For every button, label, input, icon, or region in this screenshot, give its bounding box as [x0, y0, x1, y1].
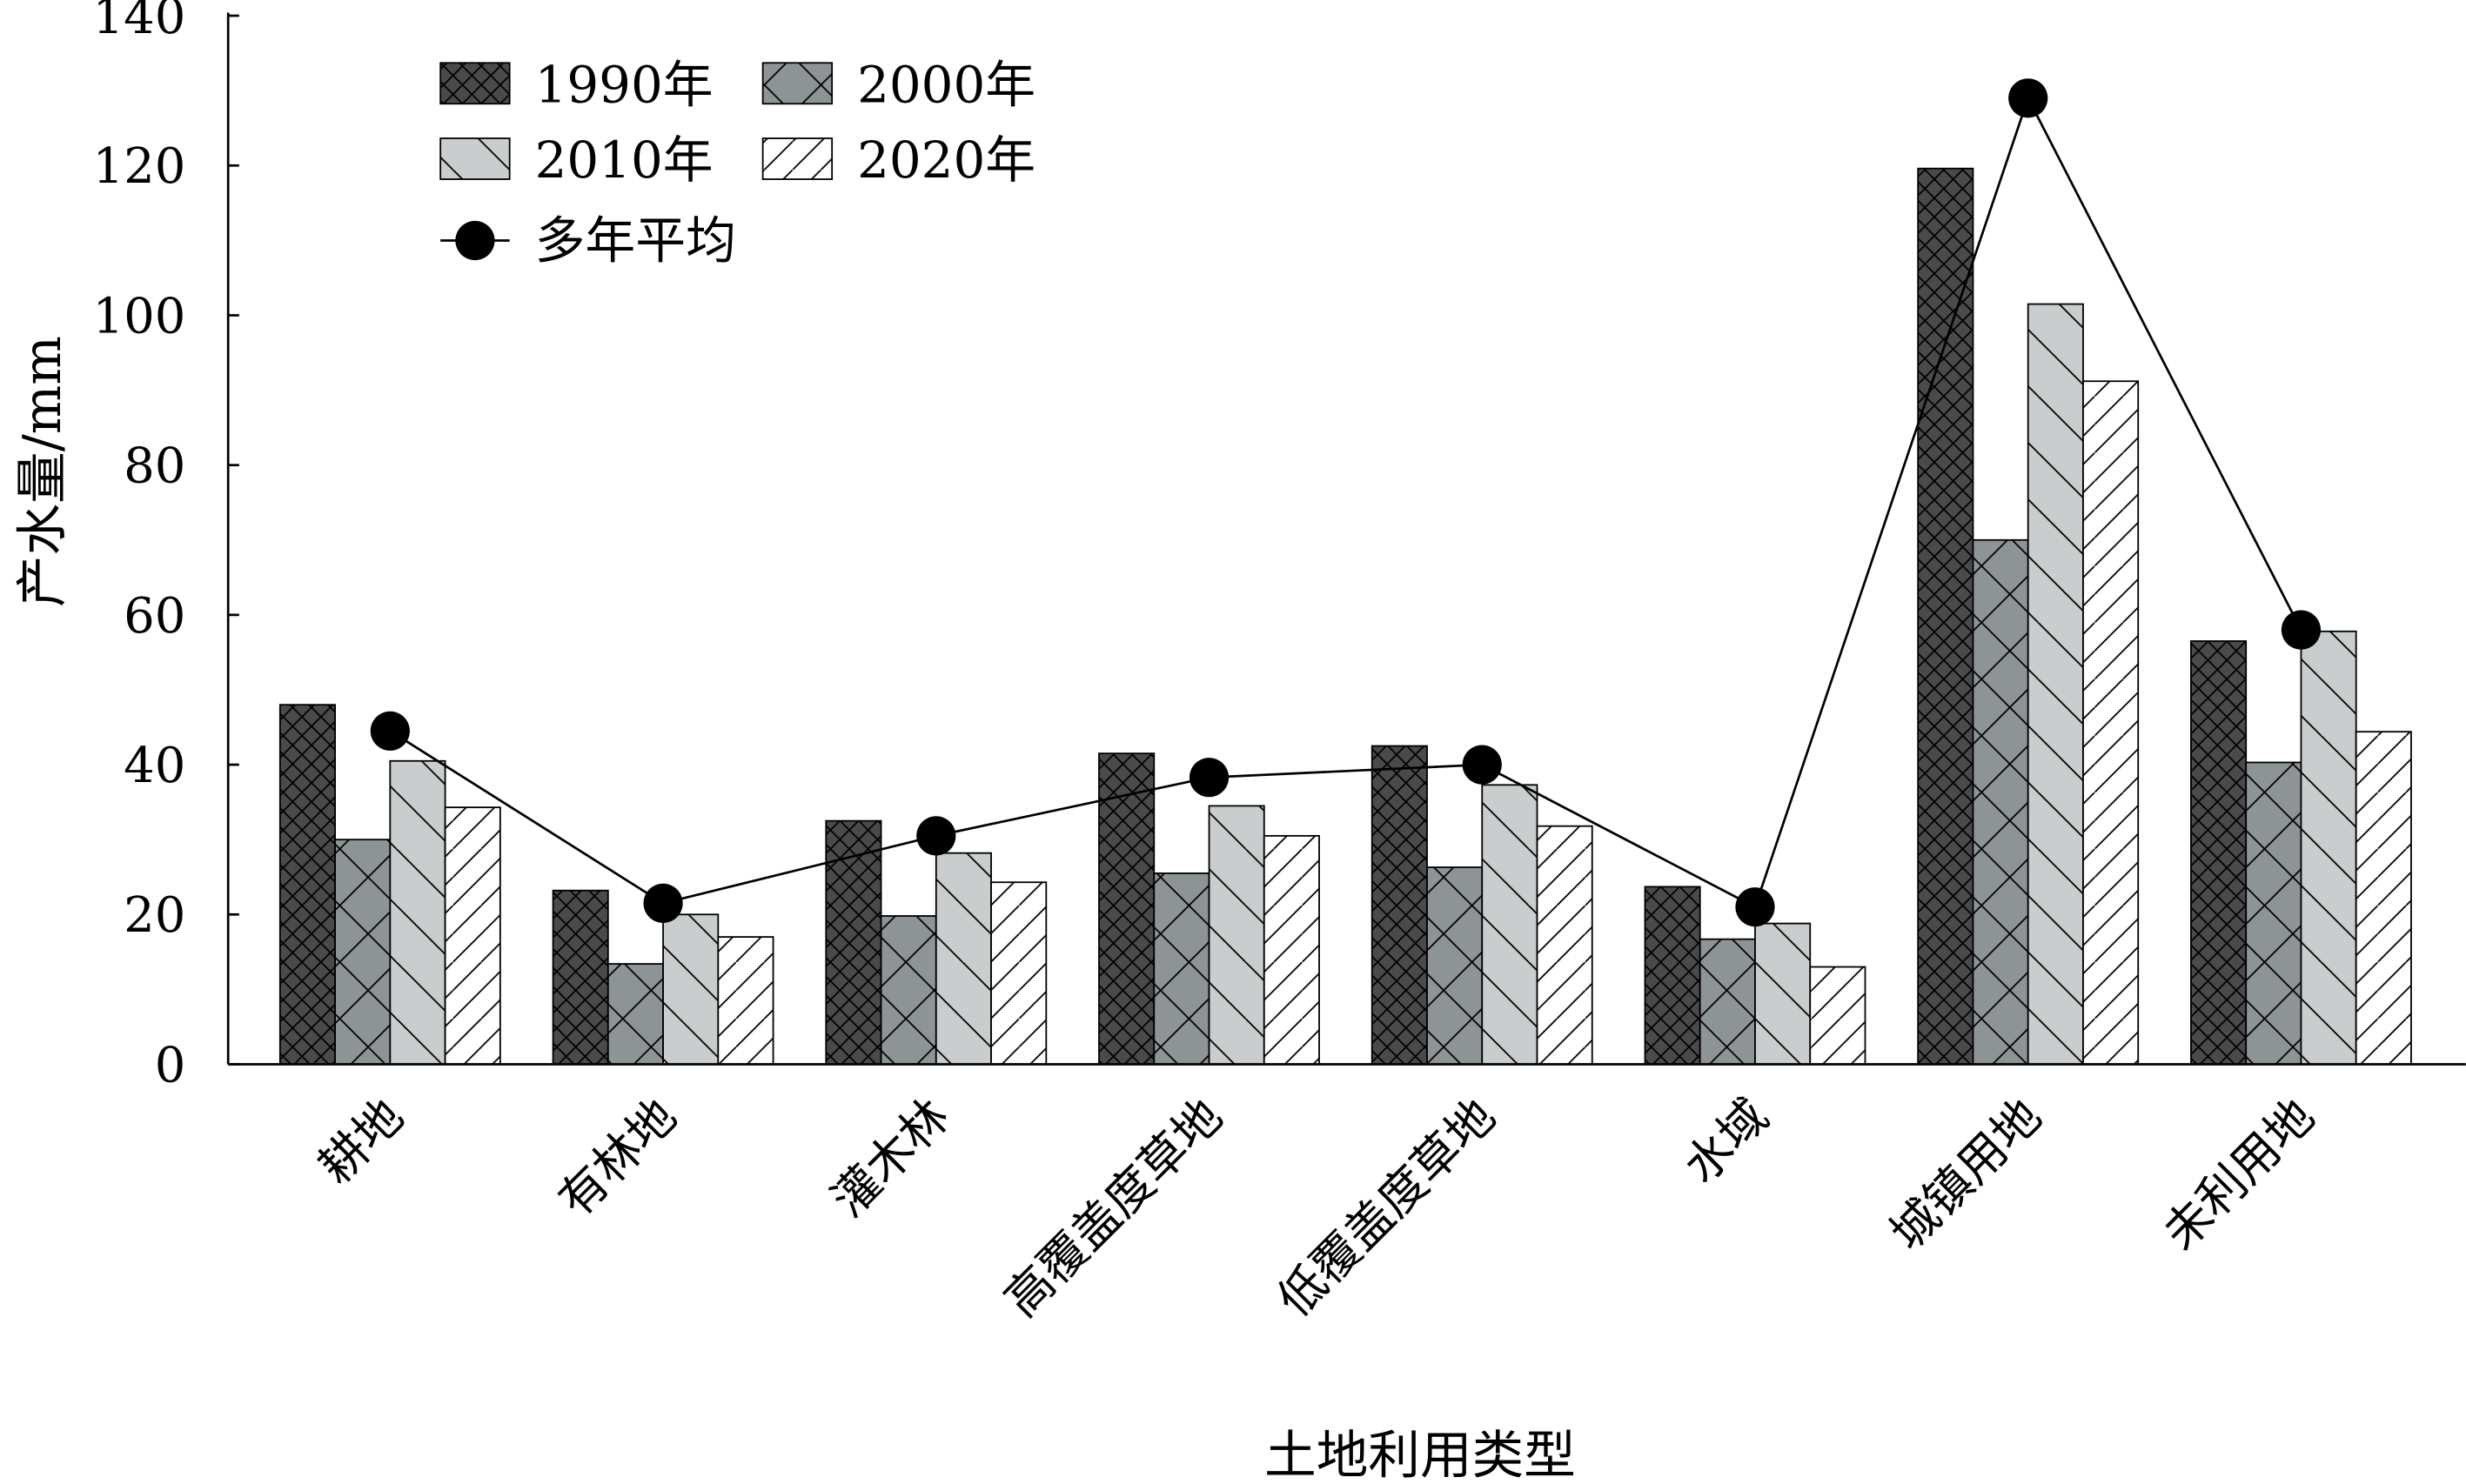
y-tick-label: 0: [155, 1037, 186, 1093]
bar-2000年-耕地: [334, 839, 392, 1066]
bar-1990年-高覆盖度草地: [1098, 752, 1156, 1066]
bar-2020年-低覆盖度草地: [1536, 825, 1593, 1066]
bar-2010年-灌木林: [935, 852, 992, 1066]
bar-2020年-灌木林: [990, 881, 1048, 1066]
bar-1990年-耕地: [278, 704, 336, 1066]
mean-point: [916, 816, 956, 856]
bar-2000年-灌木林: [880, 915, 937, 1066]
bar-2010年-城镇用地: [2027, 303, 2084, 1066]
bar-2010年-高覆盖度草地: [1208, 805, 1265, 1066]
bar-2000年-城镇用地: [1972, 538, 2029, 1066]
y-tick-label: 80: [124, 438, 185, 495]
mean-point: [643, 883, 683, 923]
legend-swatch-2020年: [761, 137, 834, 180]
legend-label: 2000年: [857, 55, 1035, 114]
y-tick-label: 120: [92, 138, 185, 195]
x-tick-label: 耕地: [308, 1088, 413, 1193]
bar-1990年-有林地: [552, 889, 609, 1066]
legend-label: 1990年: [535, 55, 714, 114]
bar-2000年-未利用地: [2245, 761, 2302, 1066]
legend-swatch-2010年: [439, 137, 511, 180]
bar-2020年-耕地: [444, 806, 501, 1066]
bar-2000年-低覆盖度草地: [1426, 866, 1484, 1066]
y-tick-label: 140: [92, 0, 185, 45]
x-tick-label: 有林地: [548, 1088, 687, 1227]
legend-label: 2020年: [857, 130, 1035, 190]
bar-2000年-高覆盖度草地: [1153, 872, 1210, 1066]
bar-2020年-有林地: [717, 936, 774, 1066]
x-tick-label: 灌木林: [821, 1088, 961, 1227]
bar-2010年-水域: [1754, 922, 1812, 1066]
x-tick-label: 高覆盖度草地: [994, 1088, 1233, 1327]
mean-point: [1462, 745, 1502, 785]
legend-swatch-2000年: [761, 62, 834, 105]
bar-2010年-耕地: [389, 759, 446, 1066]
y-tick-label: 100: [92, 288, 185, 344]
bar-2010年-低覆盖度草地: [1481, 784, 1538, 1066]
mean-point: [2008, 78, 2048, 118]
bar-2000年-有林地: [606, 963, 664, 1066]
y-tick-label: 40: [124, 738, 185, 794]
mean-point: [2281, 610, 2322, 650]
bar-2000年-水域: [1699, 938, 1756, 1066]
mean-point: [370, 711, 410, 751]
bar-1990年-低覆盖度草地: [1370, 745, 1428, 1066]
legend-marker: [455, 220, 495, 261]
bar-1990年-未利用地: [2190, 640, 2248, 1066]
x-tick-label: 城镇用地: [1880, 1088, 2052, 1260]
x-tick-label: 低覆盖度草地: [1267, 1088, 1506, 1327]
legend-swatch-1990年: [439, 62, 511, 105]
x-tick-label: 未利用地: [2153, 1088, 2325, 1260]
legend-label: 多年平均: [535, 211, 736, 270]
x-axis-title: 土地利用类型: [1264, 1426, 1576, 1484]
y-axis-title: 产水量/mm: [13, 336, 73, 607]
x-tick-label: 水域: [1673, 1088, 1779, 1193]
bar-2020年-水域: [1809, 966, 1866, 1066]
bar-2010年-有林地: [662, 913, 720, 1066]
y-tick-label: 20: [124, 887, 185, 944]
y-tick-label: 60: [124, 588, 185, 645]
bar-1990年-城镇用地: [1917, 167, 1974, 1066]
bar-1990年-水域: [1644, 886, 1701, 1066]
bar-2020年-城镇用地: [2082, 380, 2140, 1066]
bar-2020年-高覆盖度草地: [1263, 834, 1320, 1066]
mean-point: [1735, 887, 1775, 927]
mean-line: [389, 95, 2302, 909]
mean-point: [1189, 758, 1230, 798]
legend-label: 2010年: [535, 130, 714, 190]
bar-2020年-未利用地: [2355, 731, 2412, 1066]
bar-2010年-未利用地: [2300, 630, 2357, 1066]
